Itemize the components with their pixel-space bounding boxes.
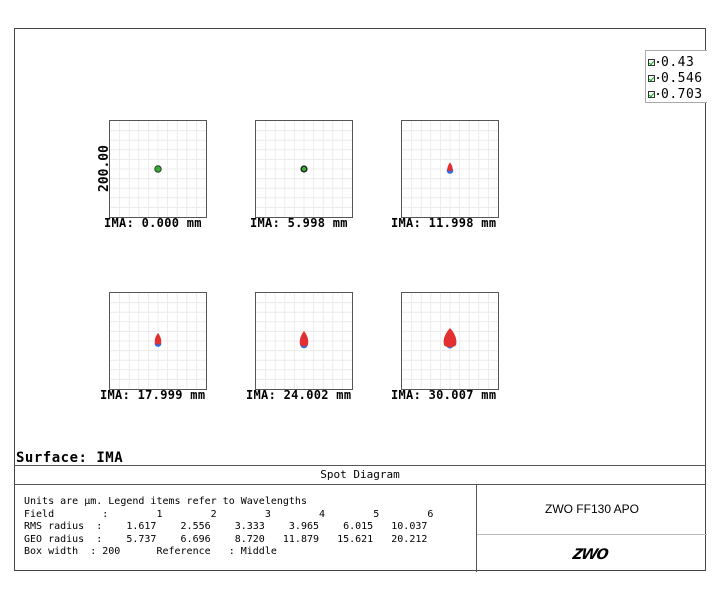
divider (477, 534, 707, 535)
spot-plot-field-3 (401, 120, 499, 218)
checkbox-icon[interactable] (648, 74, 655, 82)
spot-plot-field-1 (109, 120, 207, 218)
field-label: IMA: 0.000 mm (104, 216, 202, 230)
box-width-line: Box width : 200 Reference : Middle (24, 546, 277, 557)
field-label: IMA: 5.998 mm (250, 216, 348, 230)
field-label: IMA: 30.007 mm (391, 388, 497, 402)
units-line: Units are µm. Legend items refer to Wave… (24, 496, 307, 507)
zwo-logo: zwo (571, 542, 610, 564)
spot-plot-field-2 (255, 120, 353, 218)
spot-plot-svg (402, 293, 498, 389)
geo-row: GEO radius : 5.737 6.696 8.720 11.879 15… (24, 533, 428, 545)
surface-label: Surface: IMA (16, 450, 124, 466)
checkbox-icon[interactable] (648, 58, 655, 66)
rms-row: RMS radius : 1.617 2.556 3.333 3.965 6.0… (24, 521, 428, 532)
spot-mark (301, 166, 307, 172)
spot-plot-svg (110, 293, 206, 389)
field-label: IMA: 17.999 mm (100, 388, 206, 402)
wavelength-legend: 0.43 0.546 0.703 (645, 50, 707, 103)
spot-plot-svg (256, 293, 352, 389)
spot-plot-field-4 (109, 292, 207, 390)
spot-mark (447, 162, 453, 172)
dot-icon (657, 93, 659, 95)
legend-item[interactable]: 0.546 (648, 70, 703, 86)
legend-item[interactable]: 0.43 (648, 54, 694, 70)
spot-mark (154, 165, 162, 173)
spot-plot-svg (110, 121, 206, 217)
field-label: IMA: 11.998 mm (391, 216, 497, 230)
checkbox-icon[interactable] (648, 90, 655, 98)
spot-plot-field-6 (401, 292, 499, 390)
diagram-title: Spot Diagram (14, 466, 706, 485)
plot-frame (14, 28, 706, 571)
legend-label: 0.703 (661, 86, 703, 102)
spot-plot-field-5 (255, 292, 353, 390)
spot-mark (154, 165, 162, 173)
spot-plot-svg (256, 121, 352, 217)
field-row: Field : 1 2 3 4 5 6 (24, 508, 434, 520)
project-title: ZWO FF130 APO (544, 502, 640, 516)
info-panel: Spot Diagram Units are µm. Legend items … (14, 465, 707, 572)
title-block: ZWO FF130 APO zwo (476, 484, 707, 572)
dot-icon (657, 61, 659, 63)
legend-label: 0.546 (661, 70, 703, 86)
spot-mark (299, 331, 309, 347)
spot-mark (443, 328, 457, 348)
spot-mark (154, 333, 162, 345)
field-label: IMA: 24.002 mm (246, 388, 352, 402)
dot-icon (657, 77, 659, 79)
spot-plot-svg (402, 121, 498, 217)
info-text: Units are µm. Legend items refer to Wave… (24, 496, 433, 559)
legend-item[interactable]: 0.703 (648, 86, 703, 102)
legend-label: 0.43 (661, 54, 695, 70)
